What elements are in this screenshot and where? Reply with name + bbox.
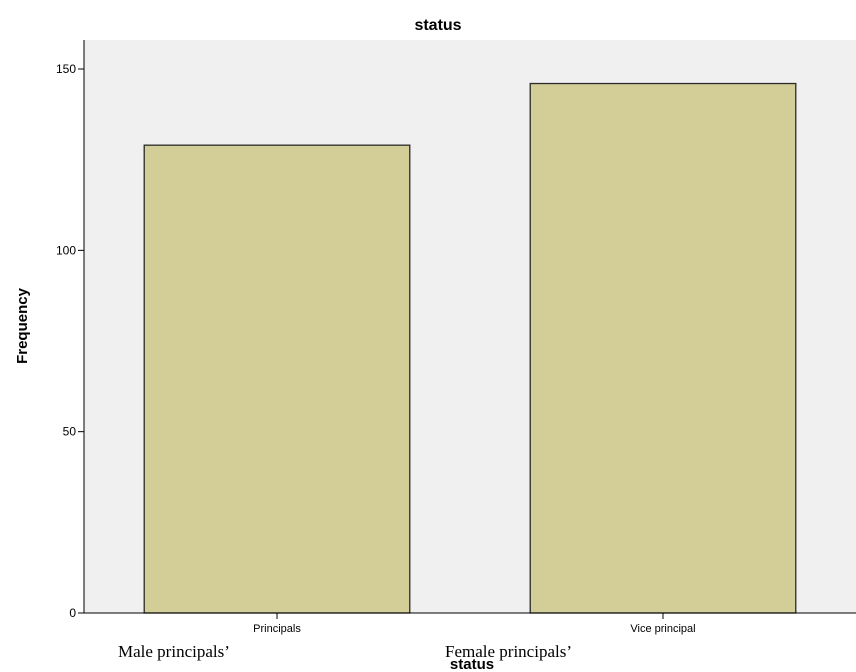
y-tick-label: 50 (63, 425, 77, 439)
x-axis-title: status (450, 656, 494, 672)
y-axis: 0 50 100 150 (56, 40, 85, 620)
annotation-male-principals: Male principals’ (118, 642, 230, 661)
x-tick-label: Vice principal (630, 623, 695, 635)
y-tick-label: 100 (56, 243, 76, 257)
bar-principals (143, 144, 411, 614)
bar-vice-principal (529, 82, 797, 614)
y-axis-title: Frequency (14, 287, 31, 364)
y-tick-label: 150 (56, 62, 76, 76)
bars-group (143, 82, 797, 614)
y-tick-label: 0 (69, 606, 76, 620)
x-tick-label: Principals (253, 623, 301, 635)
annotation-female-principals: Female principals’ (445, 642, 572, 661)
x-axis: Principals Vice principal (84, 612, 856, 635)
chart-title: status (414, 17, 461, 34)
